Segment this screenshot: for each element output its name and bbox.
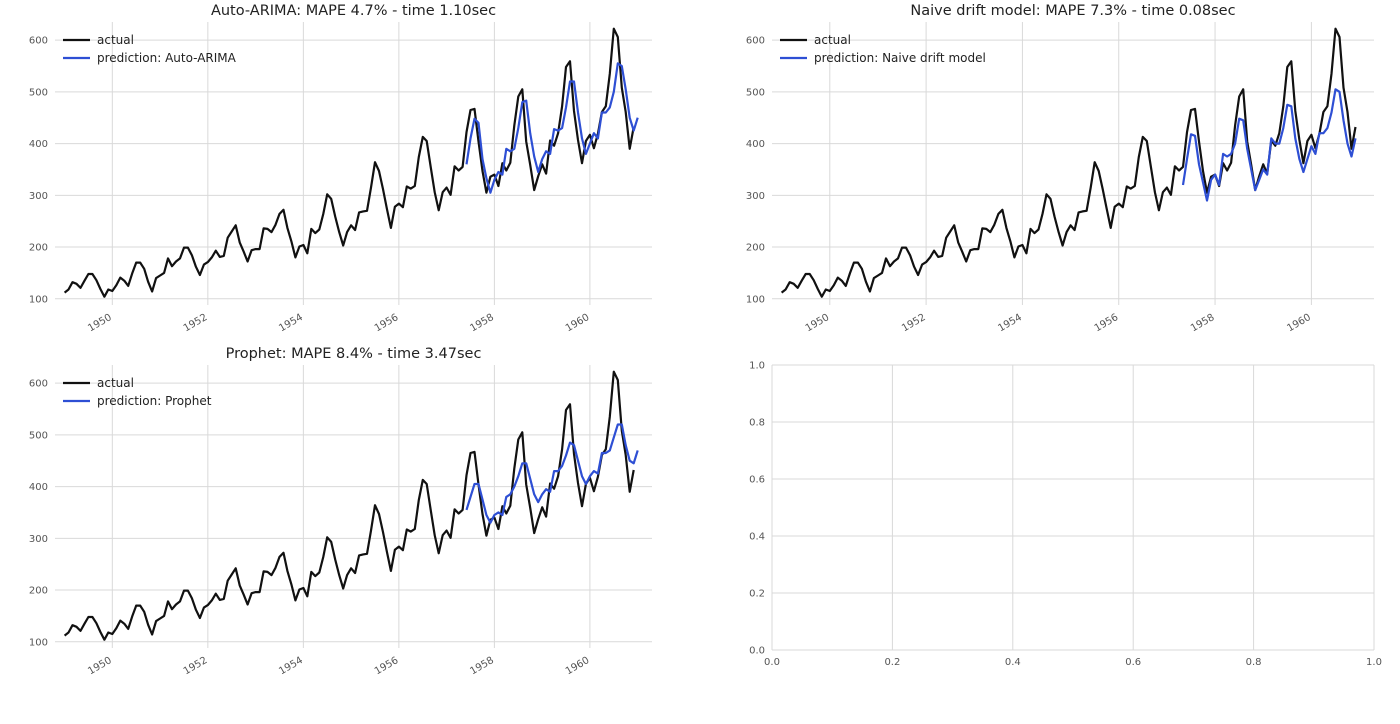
x-tick-label: 1952 xyxy=(182,655,210,677)
y-tick-label: 300 xyxy=(746,191,765,202)
x-tick-label: 1956 xyxy=(1093,312,1121,334)
y-axis-ticks: 100 200 300 400 500 600 xyxy=(29,379,48,649)
y-tick-label: 500 xyxy=(746,87,765,98)
y-tick-label: 200 xyxy=(746,243,765,254)
x-tick-label: 0.8 xyxy=(1246,657,1262,668)
y-tick-label: 0.4 xyxy=(749,532,765,543)
series-line-actual xyxy=(780,27,1357,298)
x-tick-label: 1952 xyxy=(182,312,210,334)
x-tick-label: 1960 xyxy=(564,655,592,677)
legend-label-actual: actual xyxy=(97,33,134,47)
y-tick-label: 0.8 xyxy=(749,418,765,429)
legend-label-actual: actual xyxy=(814,33,851,47)
y-tick-label: 600 xyxy=(746,36,765,47)
y-tick-label: 100 xyxy=(29,294,48,305)
gridlines xyxy=(772,22,1374,305)
x-tick-label: 1950 xyxy=(804,312,832,334)
x-tick-label: 1954 xyxy=(277,655,305,677)
y-tick-label: 0.6 xyxy=(749,475,765,486)
y-tick-label: 600 xyxy=(29,36,48,47)
x-tick-label: 1950 xyxy=(86,312,114,334)
subplot-empty: 0.0 0.2 0.4 0.6 0.8 1.0 0.0 0.2 0.4 0.6 0.8 1.0 xyxy=(749,361,1382,669)
series-line-actual xyxy=(63,27,635,298)
x-tick-label: 1952 xyxy=(900,312,928,334)
x-tick-label: 1956 xyxy=(373,655,401,677)
legend-label-prediction: prediction: Prophet xyxy=(97,394,212,408)
legend: actual prediction: Auto-ARIMA xyxy=(63,33,237,65)
gridlines xyxy=(771,364,1375,651)
subplot-auto-arima: Auto-ARIMA: MAPE 4.7% - time 1.10sec 100… xyxy=(29,3,652,334)
x-tick-label: 1960 xyxy=(564,312,592,334)
y-axis-ticks: 100 200 300 400 500 600 xyxy=(29,36,48,306)
y-tick-label: 300 xyxy=(29,534,48,545)
legend-label-actual: actual xyxy=(97,376,134,390)
legend: actual prediction: Prophet xyxy=(63,376,212,408)
y-tick-label: 100 xyxy=(746,294,765,305)
y-tick-label: 200 xyxy=(29,586,48,597)
x-tick-label: 1960 xyxy=(1285,312,1313,334)
y-tick-label: 400 xyxy=(29,139,48,150)
x-axis-ticks: 0.0 0.2 0.4 0.6 0.8 1.0 xyxy=(764,657,1382,668)
subplot-naive-drift: Naive drift model: MAPE 7.3% - time 0.08… xyxy=(746,3,1374,334)
x-tick-label: 1950 xyxy=(86,655,114,677)
y-tick-label: 1.0 xyxy=(749,361,765,372)
x-axis-ticks: 1950 1952 1954 1956 1958 1960 xyxy=(804,312,1313,334)
x-tick-label: 1958 xyxy=(468,655,496,677)
series-line-actual xyxy=(63,370,635,641)
x-tick-label: 0.4 xyxy=(1005,657,1021,668)
y-tick-label: 500 xyxy=(29,87,48,98)
x-tick-label: 1.0 xyxy=(1366,657,1382,668)
y-tick-label: 200 xyxy=(29,243,48,254)
x-tick-label: 1958 xyxy=(1189,312,1217,334)
y-tick-label: 400 xyxy=(29,482,48,493)
y-axis-ticks: 0.0 0.2 0.4 0.6 0.8 1.0 xyxy=(749,361,765,657)
y-tick-label: 500 xyxy=(29,430,48,441)
legend-label-prediction: prediction: Auto-ARIMA xyxy=(97,51,237,65)
subplot-title: Auto-ARIMA: MAPE 4.7% - time 1.10sec xyxy=(211,3,496,19)
series-line-prediction xyxy=(1181,88,1357,202)
y-tick-label: 600 xyxy=(29,379,48,390)
y-tick-label: 0.0 xyxy=(749,646,765,657)
legend: actual prediction: Naive drift model xyxy=(780,33,986,65)
x-tick-label: 0.0 xyxy=(764,657,780,668)
series-line-prediction xyxy=(465,423,639,524)
subplot-title: Naive drift model: MAPE 7.3% - time 0.08… xyxy=(910,3,1235,19)
y-tick-label: 400 xyxy=(746,139,765,150)
subplot-prophet: Prophet: MAPE 8.4% - time 3.47sec 100 200… xyxy=(29,346,652,677)
legend-label-prediction: prediction: Naive drift model xyxy=(814,51,986,65)
x-axis-ticks: 1950 1952 1954 1956 1958 1960 xyxy=(86,312,591,334)
x-axis-ticks: 1950 1952 1954 1956 1958 1960 xyxy=(86,655,591,677)
x-tick-label: 1958 xyxy=(468,312,496,334)
x-tick-label: 1954 xyxy=(996,312,1024,334)
gridlines xyxy=(55,365,652,648)
x-tick-label: 1954 xyxy=(277,312,305,334)
series-line-prediction xyxy=(465,62,639,194)
x-tick-label: 0.6 xyxy=(1125,657,1141,668)
y-tick-label: 0.2 xyxy=(749,589,765,600)
x-tick-label: 1956 xyxy=(373,312,401,334)
y-axis-ticks: 100 200 300 400 500 600 xyxy=(746,36,765,306)
y-tick-label: 100 xyxy=(29,637,48,648)
x-tick-label: 0.2 xyxy=(884,657,900,668)
y-tick-label: 300 xyxy=(29,191,48,202)
subplot-title: Prophet: MAPE 8.4% - time 3.47sec xyxy=(226,346,482,362)
